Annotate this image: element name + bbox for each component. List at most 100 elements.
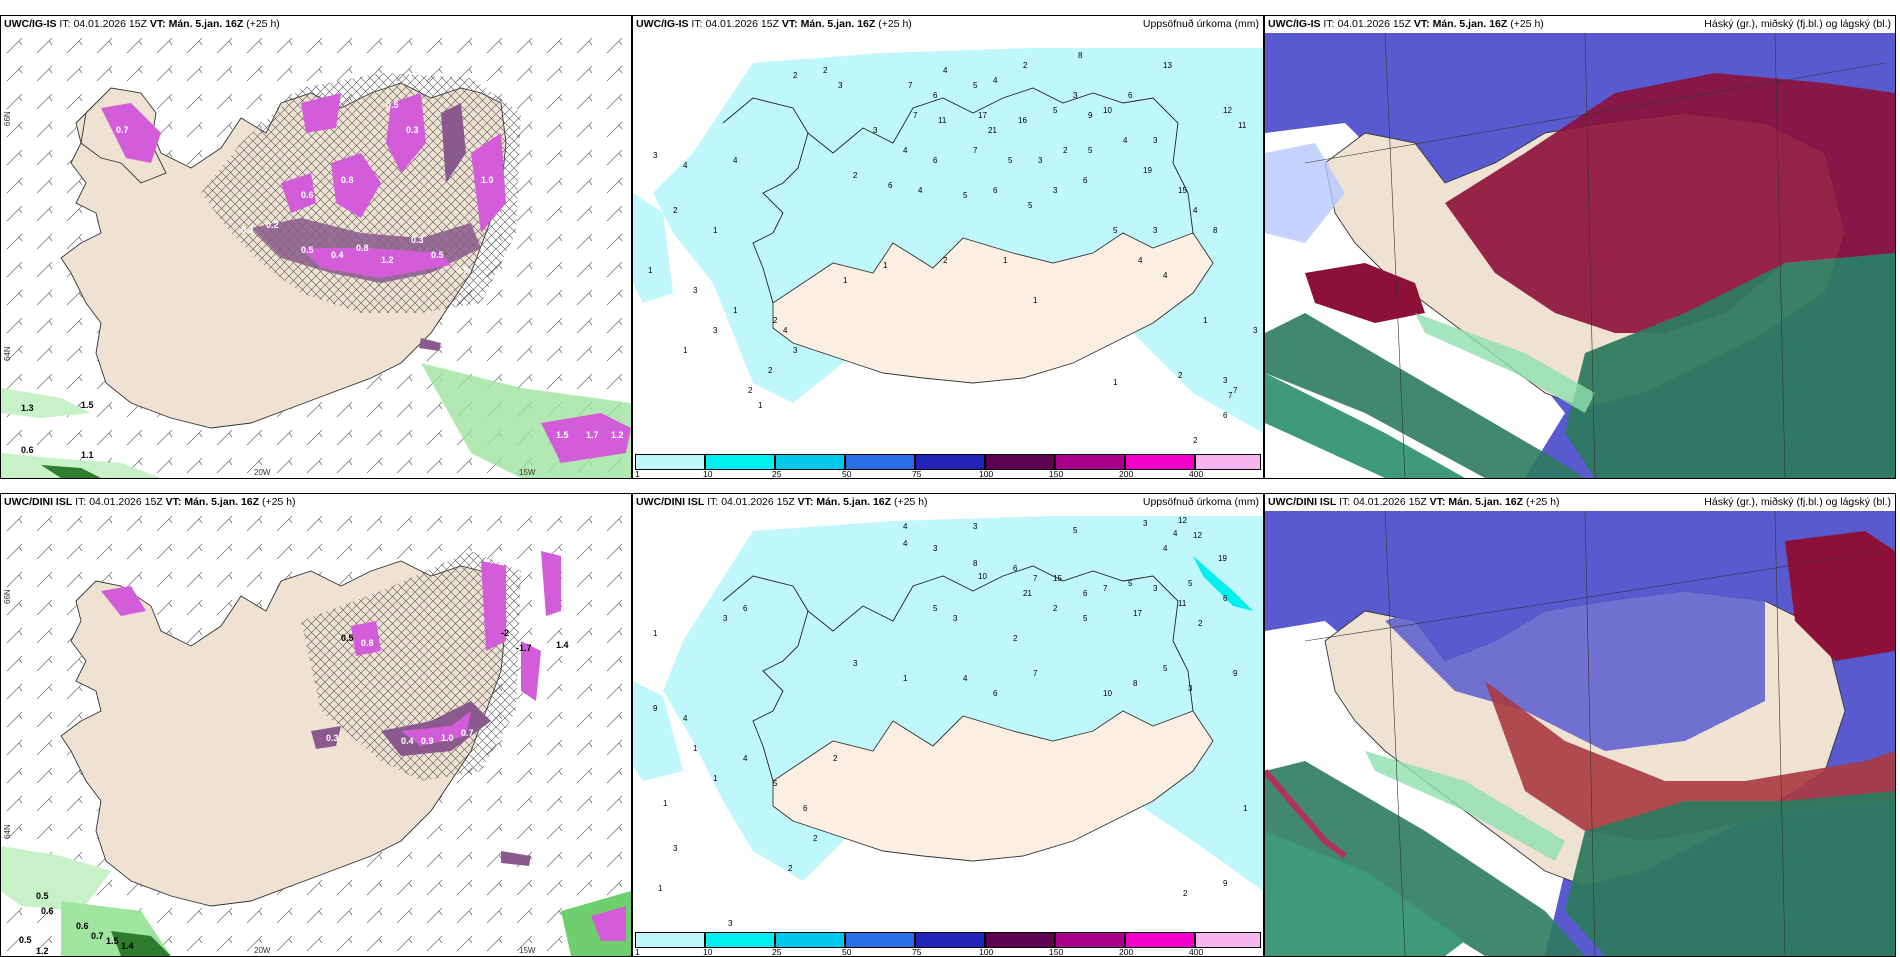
vt-label: VT: [149,18,166,30]
precip-label: 1 [653,629,658,638]
snow-label: 1.5 [106,936,119,946]
precip-label: 12 [1193,531,1202,540]
iceland-land [772,710,1214,862]
snow-label: 0.8 [356,243,369,253]
precip-label: 8 [1213,226,1218,235]
colorbar-tick: 75 [912,947,922,957]
snow-label: 0.5 [19,935,32,945]
low-cloud-edge [1365,751,1565,861]
precip-label: 5 [1163,664,1168,673]
panel-bottom-middle: UWC/DINI ISL IT: 04.01.2026 15Z VT: Mán.… [632,493,1264,957]
precip-label: 3 [933,544,938,553]
precip-label: 8 [1133,679,1138,688]
precip-label: 4 [783,326,788,335]
precip-label: 5 [973,81,978,90]
low-cloud [1265,373,1465,478]
snow-label: 1.4 [556,640,569,650]
snow-label: 0.3 [406,125,419,135]
snow-label: 1.4 [121,941,134,951]
snow-label: 1.5 [556,430,569,440]
colorbar-segment [985,932,1055,948]
colorbar-segment [915,932,985,948]
precip-label: 4 [1193,206,1198,215]
precip-label: 15 [1178,186,1187,195]
precip-label: 9 [1223,879,1228,888]
precip-label: 5 [1028,201,1033,210]
snow-label: 0.2 [266,220,279,230]
vt-value: Mán. 5.jan. 16Z [168,18,244,30]
snow-label: 0.9 [501,345,514,355]
high-cloud [1445,73,1895,333]
precip-label: 3 [653,151,658,160]
snow-label: 0.3 [326,733,339,743]
lead-time: (+25 h) [878,18,912,30]
lead-time: (+25 h) [261,496,296,508]
precip-label: 2 [768,366,773,375]
precip-label: 3 [838,81,843,90]
snow-label: 1.0 [481,175,494,185]
precip-label: 1 [1243,804,1248,813]
field-title: Uppsöfnuð úrkoma (mm) [1142,496,1259,508]
colorbar-tick: 100 [979,469,994,479]
snow-label: 1.2 [36,946,49,956]
snow-label: 0.7 [461,728,474,738]
iceland-land [772,232,1214,384]
panel-top-right: UWC/IG-IS IT: 04.01.2026 15Z VT: Mán. 5.… [1264,15,1896,479]
high-cloud-band [1265,769,1347,859]
precip-label: 7 [1103,584,1108,593]
precip-label: 17 [978,111,987,120]
low-cloud [1565,253,1895,478]
low-cloud [1265,831,1465,956]
colorbar-tick: 400 [1189,947,1204,957]
precip-label: 3 [1073,91,1078,100]
precip-label: 5 [1073,526,1078,535]
precip-label: 6 [743,604,748,613]
panel-header: UWC/IG-IS IT: 04.01.2026 15Z VT: Mán. 5.… [1,17,631,33]
precip-label: 5 [1088,146,1093,155]
precip-label: 6 [1223,594,1228,603]
precip-label: 21 [988,126,997,135]
snow-shading [1,93,631,478]
precip-label: 2 [1013,634,1018,643]
precip-label: 2 [793,71,798,80]
colorbar-segment [985,454,1055,470]
snow-label: 0.8 [361,638,374,648]
precip-label: 1 [648,266,653,275]
precip-label: 1 [663,799,668,808]
colorbar-tick: 10 [703,469,713,479]
panel-header: UWC/IG-IS IT: 04.01.2026 15Z VT: Mán. 5.… [633,17,1263,33]
precip-label: 2 [943,256,948,265]
precip-label: 2 [1053,604,1058,613]
vt-value: Mán. 5.jan. 16Z [1448,496,1524,508]
colorbar-tick: 1 [635,469,640,479]
colorbar-segment [705,932,775,948]
precip-label: 2 [823,66,828,75]
snow-label: -1.7 [516,643,532,653]
precip-label: 2 [1178,371,1183,380]
precip-label: 6 [1223,411,1228,420]
precip-label: 2 [788,864,793,873]
precip-label: 4 [963,674,968,683]
precip-label: 5 [1113,226,1118,235]
colorbar-segment [775,454,845,470]
lat-label-64n: 64N [3,346,12,361]
precip-label: 3 [1223,376,1228,385]
precip-map: 4 3 5 3 4 12 12 19 4 3 8 10 6 7 21 15 6 … [633,516,1263,928]
graticule [1304,511,1886,956]
snow-label: 0.5 [431,250,444,260]
mid-cloud-edge [1265,143,1345,243]
precip-label: 3 [673,844,678,853]
precip-label: 1 [683,346,688,355]
panel-header: UWC/IG-IS IT: 04.01.2026 15Z VT: Mán. 5.… [1265,17,1895,33]
colorbar-segment [775,932,845,948]
precip-label: 4 [903,539,908,548]
colorbar-tick: 25 [772,947,782,957]
it-label: IT: [1339,496,1351,508]
precip-label: 2 [1193,436,1198,445]
snow-label: 1.5 [81,400,94,410]
snow-label: 0.7 [91,931,104,941]
low-cloud [1265,313,1585,478]
colorbar-segment [1195,932,1261,948]
precip-max [1193,556,1253,611]
snow-label: 0.8 [341,175,354,185]
